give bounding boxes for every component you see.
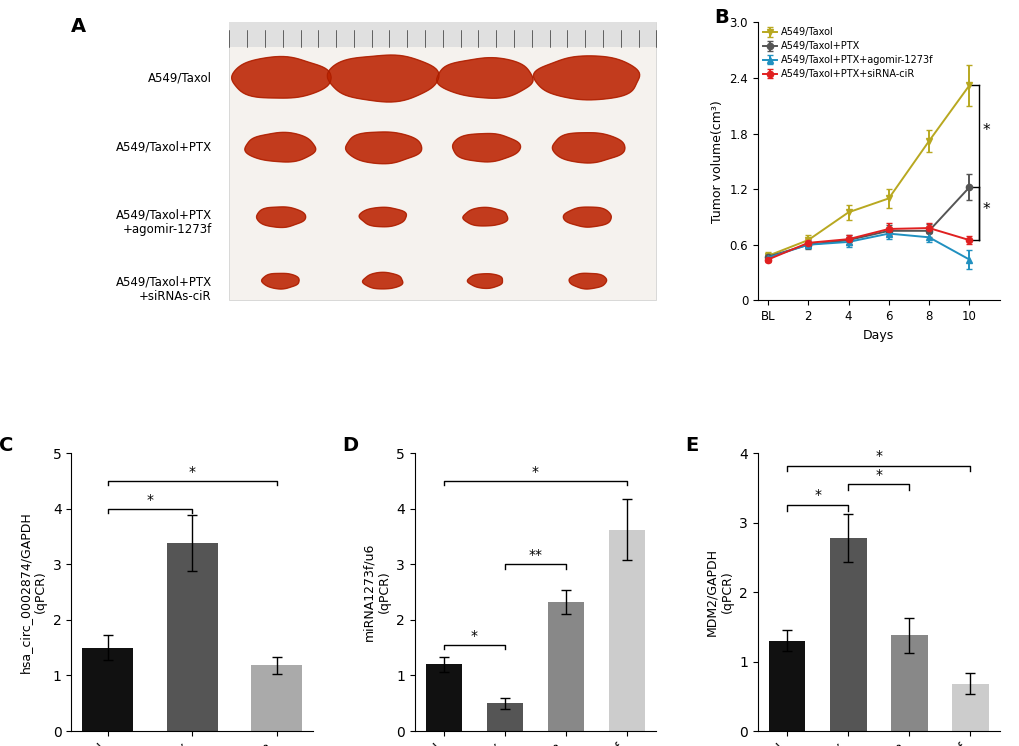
Polygon shape <box>345 132 421 164</box>
Bar <box>547 602 584 731</box>
Text: C: C <box>0 436 13 456</box>
Text: *: * <box>813 489 820 503</box>
Text: D: D <box>341 436 358 456</box>
Polygon shape <box>362 272 403 289</box>
Bar <box>608 530 645 731</box>
Polygon shape <box>452 134 520 162</box>
Text: A549/Taxol+PTX: A549/Taxol+PTX <box>115 141 212 154</box>
Bar <box>829 538 866 731</box>
Polygon shape <box>569 273 606 289</box>
Polygon shape <box>562 207 610 227</box>
Polygon shape <box>231 57 331 98</box>
Polygon shape <box>436 57 533 98</box>
Text: *: * <box>471 629 478 643</box>
Polygon shape <box>327 55 438 102</box>
Text: A549/Taxol: A549/Taxol <box>148 72 212 84</box>
Bar <box>229 22 655 48</box>
Bar <box>486 703 523 731</box>
Bar <box>951 684 987 731</box>
Legend: A549/Taxol, A549/Taxol+PTX, A549/Taxol+PTX+agomir-1273f, A549/Taxol+PTX+siRNA-ci: A549/Taxol, A549/Taxol+PTX, A549/Taxol+P… <box>762 28 932 79</box>
Text: *: * <box>981 201 989 216</box>
Text: E: E <box>685 436 698 456</box>
Polygon shape <box>261 273 299 289</box>
Bar <box>890 635 926 731</box>
Polygon shape <box>257 207 306 228</box>
Y-axis label: MDM2/GAPDH
(qPCR): MDM2/GAPDH (qPCR) <box>705 548 733 636</box>
Text: *: * <box>874 468 881 482</box>
Text: *: * <box>189 465 196 479</box>
Text: *: * <box>147 492 153 507</box>
Text: *: * <box>981 123 989 138</box>
Polygon shape <box>552 133 625 163</box>
Text: A549/Taxol+PTX
+siRNAs-ciR: A549/Taxol+PTX +siRNAs-ciR <box>115 275 212 303</box>
Polygon shape <box>359 207 406 227</box>
Text: **: ** <box>528 548 542 562</box>
Bar <box>425 665 462 731</box>
Polygon shape <box>467 274 502 289</box>
Text: *: * <box>874 449 881 463</box>
X-axis label: Days: Days <box>862 328 894 342</box>
Polygon shape <box>533 56 639 100</box>
Y-axis label: miRNA1273f/u6
(qPCR): miRNA1273f/u6 (qPCR) <box>362 543 390 642</box>
Bar <box>229 22 655 301</box>
Bar <box>167 543 217 731</box>
Y-axis label: Tumor volume(cm³): Tumor volume(cm³) <box>710 100 723 223</box>
Polygon shape <box>463 207 507 226</box>
Text: A: A <box>71 17 87 36</box>
Bar <box>768 641 805 731</box>
Text: A549/Taxol+PTX
+agomir-1273f: A549/Taxol+PTX +agomir-1273f <box>115 208 212 236</box>
Text: B: B <box>713 8 729 28</box>
Text: *: * <box>532 465 538 479</box>
Polygon shape <box>245 132 316 162</box>
Bar <box>251 665 302 731</box>
Bar <box>83 648 132 731</box>
Y-axis label: hsa_circ_0002874/GAPDH
(qPCR): hsa_circ_0002874/GAPDH (qPCR) <box>19 511 47 673</box>
